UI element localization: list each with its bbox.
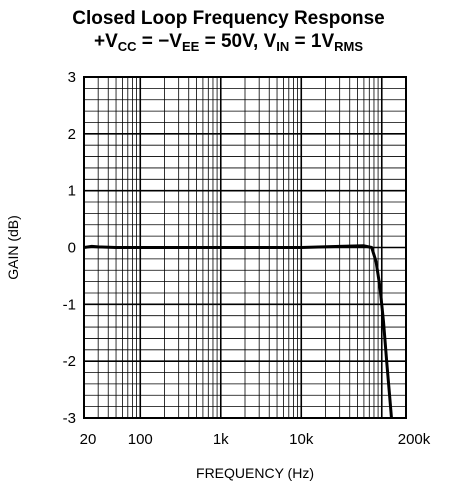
- y-axis-label: GAIN (dB): [5, 215, 21, 280]
- subtitle-cc: CC: [117, 39, 137, 54]
- x-tick-labels: 20 100 1k 10k 200k: [80, 431, 431, 448]
- subtitle-eq: = 50V, V: [199, 31, 277, 52]
- subtitle-mid: = −V: [136, 31, 182, 52]
- y-tick-label: 2: [68, 126, 76, 143]
- x-tick-label: 1k: [213, 431, 229, 448]
- y-tick-label: 1: [68, 183, 76, 200]
- y-tick-label: 0: [68, 240, 76, 257]
- y-tick-labels: 3 2 1 0 -1 -2 -3: [63, 69, 76, 427]
- y-tick-label: -3: [63, 410, 76, 427]
- x-tick-label: 10k: [289, 431, 314, 448]
- gain-curve-series-0: [83, 244, 393, 419]
- y-tick-label: -2: [63, 353, 76, 370]
- subtitle-in: IN: [276, 39, 290, 54]
- x-tick-label: 100: [128, 431, 153, 448]
- subtitle-eq2: = 1V: [289, 31, 335, 52]
- x-axis-label: FREQUENCY (Hz): [196, 465, 314, 481]
- y-tick-label: 3: [68, 69, 76, 86]
- y-tick-label: -1: [63, 296, 76, 313]
- chart-title: Closed Loop Frequency Response: [72, 8, 385, 29]
- data-series: [83, 244, 393, 419]
- subtitle-plus: +: [93, 31, 106, 52]
- subtitle-rms: RMS: [334, 39, 364, 54]
- subtitle-ee: EE: [181, 39, 200, 54]
- chart-subtitle: +VCC = −VEE = 50V, VIN = 1VRMS: [0, 31, 457, 53]
- x-tick-label: 200k: [398, 431, 431, 448]
- subtitle-v1: V: [105, 31, 118, 52]
- x-tick-label: 20: [80, 431, 97, 448]
